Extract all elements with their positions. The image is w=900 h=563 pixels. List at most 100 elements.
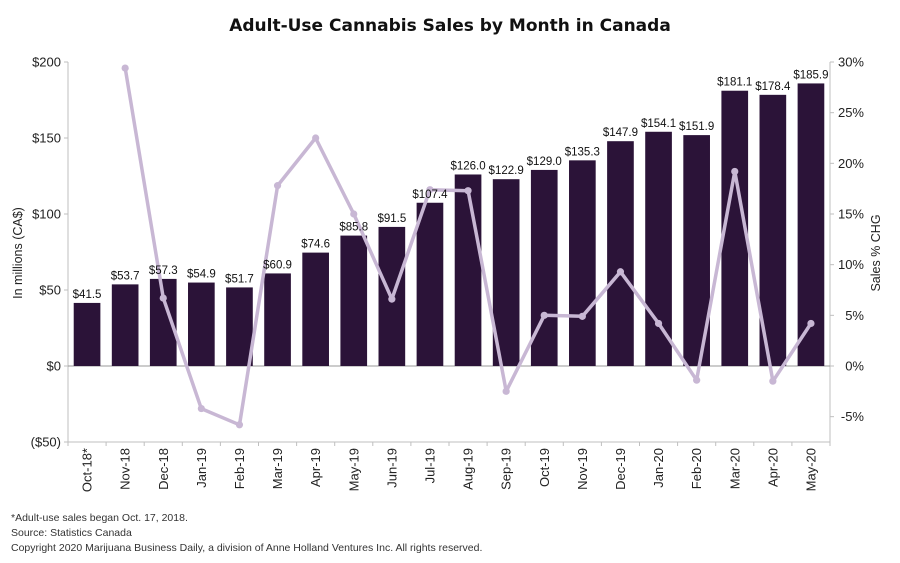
bar: [454, 174, 482, 366]
y2-tick-label: 25%: [838, 105, 864, 120]
pct-change-point: [197, 404, 205, 413]
bar: [226, 287, 253, 366]
bar-data-label: $135.3: [565, 146, 600, 158]
x-tick-label: Apr-19: [308, 448, 323, 487]
x-tick-label: Jan-19: [194, 448, 209, 488]
x-tick-label: May-20: [804, 448, 819, 491]
pct-change-point: [273, 182, 282, 190]
bar-data-label: $122.9: [489, 165, 524, 177]
bar: [416, 202, 444, 366]
bar: [607, 141, 634, 366]
bar-data-label: $151.9: [679, 121, 714, 133]
bar: [302, 252, 329, 366]
bar: [797, 83, 825, 366]
pct-change-point: [731, 167, 739, 176]
pct-change-point: [350, 210, 358, 218]
bar-data-label: $57.3: [149, 265, 178, 277]
bar-data-label: $154.1: [641, 118, 676, 130]
x-tick-label: Nov-18: [118, 448, 133, 490]
y2-axis-title: Sales % CHG: [869, 214, 883, 291]
pct-change-point: [426, 186, 434, 194]
pct-change-point: [654, 319, 663, 328]
plot-frame: [67, 62, 831, 443]
right-axis-ticks: 30% 25% 20% 15% 10% 5% 0% -5%: [830, 55, 865, 424]
x-axis-ticks: Oct-18* Nov-18 Dec-18 Jan-19 Feb-19 Mar-19 Apr…: [67, 442, 831, 492]
bar-data-label: $85.8: [339, 222, 368, 234]
bar-data-label: $129.0: [527, 156, 562, 168]
bar-series: [73, 83, 825, 366]
pct-change-point: [464, 187, 472, 195]
bar-data-label: $54.9: [187, 269, 216, 281]
y2-tick-label: 5%: [845, 308, 864, 323]
y2-tick-label: 20%: [838, 156, 864, 171]
x-tick-label: Apr-20: [765, 448, 780, 487]
pct-change-point: [312, 134, 320, 142]
y-tick-label: ($50): [31, 435, 61, 450]
y2-tick-label: -5%: [841, 409, 865, 424]
bar: [188, 282, 215, 366]
y2-tick-label: 10%: [838, 257, 864, 272]
y2-tick-label: 0%: [845, 359, 864, 374]
pct-change-point: [769, 377, 777, 385]
bar-data-label: $181.1: [717, 77, 752, 89]
x-tick-label: Dec-19: [613, 448, 628, 490]
pct-change-point: [693, 376, 701, 384]
y-tick-label: $150: [32, 131, 61, 146]
pct-change-point: [807, 319, 815, 328]
bar-data-label: $178.4: [755, 81, 791, 93]
footnote-asterisk: *Adult-use sales began Oct. 17, 2018.: [11, 512, 188, 524]
footnote-copyright: Copyright 2020 Marijuana Business Daily,…: [11, 542, 483, 554]
bar-data-labels: $41.5 $53.7 $57.3 $54.9 $51.7 $60.9 $74.6 $85.8…: [73, 69, 829, 300]
bar-data-label: $74.6: [301, 239, 330, 251]
bar-data-label: $107.4: [412, 189, 448, 201]
x-tick-label: Oct-18*: [80, 448, 95, 492]
bar-data-label: $53.7: [111, 270, 140, 282]
bar: [340, 235, 368, 366]
x-tick-label: Mar-20: [727, 448, 742, 489]
x-tick-label: Jun-19: [384, 448, 399, 488]
y-axis-title: In millions (CA$): [11, 207, 25, 299]
y2-tick-label: 15%: [838, 207, 864, 222]
x-tick-label: Dec-18: [156, 448, 171, 490]
pct-change-point: [159, 294, 167, 302]
x-tick-label: Sep-19: [499, 448, 514, 490]
x-tick-label: Jul-19: [422, 448, 437, 483]
bar-data-label: $126.0: [450, 160, 485, 172]
footnotes: *Adult-use sales began Oct. 17, 2018. So…: [11, 511, 482, 556]
bar-data-label: $60.9: [263, 259, 292, 271]
pct-change-point: [502, 387, 510, 395]
bar-data-label: $51.7: [225, 273, 254, 285]
x-tick-label: Aug-19: [461, 448, 476, 490]
bar: [569, 160, 596, 366]
pct-change-point: [616, 268, 625, 276]
x-tick-label: Feb-19: [232, 448, 247, 489]
x-tick-label: Mar-19: [270, 448, 285, 489]
pct-change-line: [121, 64, 815, 429]
y-tick-label: $50: [39, 283, 61, 298]
left-axis-ticks: $200 $150 $100 $50 $0 ($50): [31, 55, 68, 450]
x-tick-label: Jan-20: [651, 448, 666, 488]
bar-data-label: $185.9: [793, 69, 828, 81]
pct-change-point: [235, 421, 244, 429]
chart-title: Adult-Use Cannabis Sales by Month in Can…: [229, 16, 671, 36]
footnote-source: Source: Statistics Canada: [11, 527, 132, 539]
bar-data-label: $147.9: [603, 127, 638, 139]
bar: [759, 94, 787, 366]
pct-change-point: [540, 311, 548, 319]
bar: [645, 131, 672, 366]
y-tick-label: $100: [32, 207, 61, 222]
x-tick-label: Nov-19: [575, 448, 590, 490]
x-tick-label: Oct-19: [537, 448, 552, 487]
bar: [111, 284, 139, 366]
x-tick-label: May-19: [346, 448, 361, 491]
y2-tick-label: 30%: [838, 55, 864, 70]
pct-change-point: [578, 312, 586, 320]
bar: [73, 302, 101, 366]
x-tick-label: Feb-20: [689, 448, 704, 489]
bar: [264, 273, 291, 366]
y-tick-label: $200: [32, 55, 61, 70]
bar-data-label: $41.5: [73, 289, 102, 301]
pct-change-point: [388, 295, 396, 303]
bar-data-label: $91.5: [377, 213, 406, 225]
